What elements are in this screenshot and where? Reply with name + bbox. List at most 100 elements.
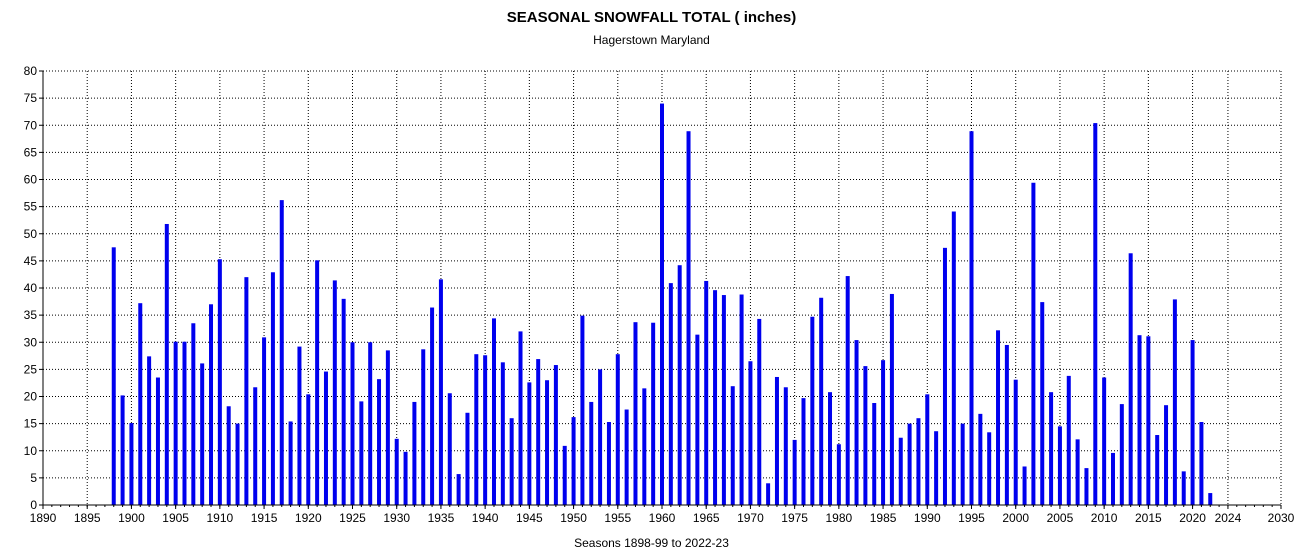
bar-1983 xyxy=(863,366,868,505)
bar-1914 xyxy=(253,387,258,505)
bar-1978 xyxy=(819,297,824,505)
bar-2017 xyxy=(1164,405,1169,505)
bar-1996 xyxy=(978,413,983,505)
bar-1997 xyxy=(987,432,992,505)
bar-1984 xyxy=(872,403,877,505)
bar-1922 xyxy=(323,371,328,505)
bar-1972 xyxy=(766,483,771,505)
x-tick-label: 1900 xyxy=(118,511,145,525)
bar-2008 xyxy=(1084,468,1089,505)
x-tick-label: 1965 xyxy=(693,511,720,525)
y-tick-label: 50 xyxy=(24,227,38,241)
y-tick-label: 10 xyxy=(24,444,38,458)
bar-1960 xyxy=(660,103,664,506)
bar-1911 xyxy=(226,406,231,505)
bar-1952 xyxy=(589,401,594,505)
x-tick-label: 2005 xyxy=(1047,511,1074,525)
bar-1969 xyxy=(739,294,744,505)
y-tick-label: 20 xyxy=(24,390,38,404)
bar-1964 xyxy=(695,334,700,505)
bar-1986 xyxy=(889,293,894,505)
bar-1958 xyxy=(642,388,647,505)
x-tick-label: 1980 xyxy=(826,511,853,525)
x-tick-label: 1970 xyxy=(737,511,764,525)
bar-1973 xyxy=(774,376,779,505)
y-tick-label: 45 xyxy=(24,254,38,268)
y-tick-label: 35 xyxy=(24,308,38,322)
x-tick-label: 1995 xyxy=(958,511,985,525)
bar-1990 xyxy=(925,394,930,505)
bar-1966 xyxy=(713,290,718,505)
bar-2007 xyxy=(1075,439,1080,505)
x-tick-label: 2030 xyxy=(1268,511,1295,525)
y-tick-label: 75 xyxy=(24,91,38,105)
bar-1957 xyxy=(633,322,638,505)
y-tick-label: 0 xyxy=(30,498,37,512)
bar-1993 xyxy=(951,211,956,505)
bar-2022 xyxy=(1208,493,1213,505)
bar-1971 xyxy=(757,318,762,505)
bar-1961 xyxy=(668,283,673,505)
bar-1991 xyxy=(934,431,939,505)
bar-1975 xyxy=(792,439,797,505)
bar-1930 xyxy=(394,438,399,505)
bar-1962 xyxy=(677,265,682,505)
x-tick-label: 1985 xyxy=(870,511,897,525)
bar-1901 xyxy=(138,303,143,505)
bar-1935 xyxy=(438,279,443,505)
bar-1953 xyxy=(598,369,603,505)
bar-1977 xyxy=(810,316,815,505)
bar-1927 xyxy=(368,342,373,505)
bar-2010 xyxy=(1102,377,1107,505)
x-tick-label: 1930 xyxy=(383,511,410,525)
bar-1947 xyxy=(545,380,550,505)
bar-1923 xyxy=(332,280,337,505)
x-tick-label: 2015 xyxy=(1135,511,1162,525)
x-tick-label: 1920 xyxy=(295,511,322,525)
bar-1945 xyxy=(527,382,532,505)
bar-1929 xyxy=(385,350,390,505)
x-tick-label: 2024 xyxy=(1215,511,1242,525)
bar-2012 xyxy=(1119,404,1124,505)
bar-1902 xyxy=(147,356,152,505)
bar-2020 xyxy=(1190,340,1195,505)
bar-1936 xyxy=(447,393,452,505)
bar-1919 xyxy=(297,346,302,505)
x-tick-label: 1960 xyxy=(649,511,676,525)
bar-1920 xyxy=(306,394,311,505)
bar-1903 xyxy=(155,377,160,505)
bar-1943 xyxy=(509,418,514,505)
bar-1931 xyxy=(403,451,408,505)
x-tick-label: 2010 xyxy=(1091,511,1118,525)
bar-1925 xyxy=(350,342,355,505)
bar-1988 xyxy=(907,423,912,505)
bar-1917 xyxy=(279,200,284,506)
bar-1928 xyxy=(377,379,382,505)
bar-1924 xyxy=(341,298,346,505)
bar-1954 xyxy=(606,421,611,505)
bar-1908 xyxy=(200,363,205,505)
bar-1916 xyxy=(270,272,275,505)
bar-1992 xyxy=(942,247,947,506)
bar-1907 xyxy=(191,323,196,505)
x-axis-label: Seasons 1898-99 to 2022-23 xyxy=(574,536,729,550)
bar-1948 xyxy=(553,365,558,505)
bar-1941 xyxy=(491,318,496,505)
bar-1940 xyxy=(483,355,488,505)
bar-1974 xyxy=(783,387,788,505)
x-tick-label: 2000 xyxy=(1002,511,1029,525)
bar-1904 xyxy=(164,223,169,506)
bar-1944 xyxy=(518,331,523,505)
bar-1915 xyxy=(262,337,267,505)
bar-1980 xyxy=(836,444,841,505)
bar-1899 xyxy=(120,395,125,505)
x-tick-label: 1925 xyxy=(339,511,366,525)
bar-1967 xyxy=(721,295,726,505)
bar-2005 xyxy=(1057,426,1062,505)
bar-1955 xyxy=(615,354,620,505)
bar-2019 xyxy=(1181,471,1186,505)
bar-2021 xyxy=(1199,421,1204,505)
x-tick-label: 1955 xyxy=(604,511,631,525)
y-tick-label: 65 xyxy=(24,145,38,159)
bar-1950 xyxy=(571,417,576,505)
